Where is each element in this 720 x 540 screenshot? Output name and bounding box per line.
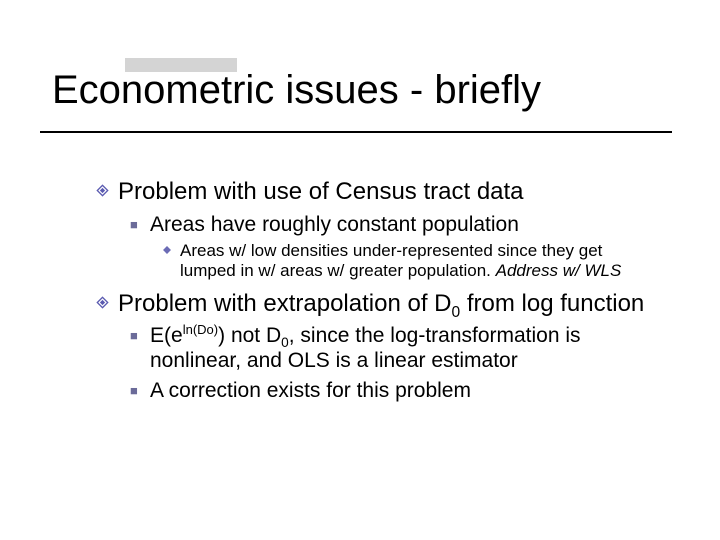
title-area: Econometric issues - briefly [52, 68, 668, 113]
bullet-text: Areas w/ low densities under-represented… [180, 241, 656, 282]
bullet-text: Problem with use of Census tract data [118, 178, 524, 205]
bullet-text: Problem with extrapolation of D0 from lo… [118, 290, 644, 317]
slide-title: Econometric issues - briefly [52, 68, 668, 113]
bullet-text: E(eln(Do)) not D0, since the log-transfo… [150, 323, 656, 373]
bullet-level3: Areas w/ low densities under-represented… [162, 241, 660, 282]
content-area: Problem with use of Census tract data ■A… [96, 178, 660, 407]
diamond-bullet-icon [96, 290, 118, 318]
slide: Econometric issues - briefly Problem wit… [0, 0, 720, 540]
bullet-text: A correction exists for this problem [150, 378, 656, 403]
bullet-level1: Problem with use of Census tract data [96, 178, 660, 206]
bullet-level1: Problem with extrapolation of D0 from lo… [96, 290, 660, 318]
bullet-level2: ■Areas have roughly constant population [130, 212, 660, 237]
title-underline [40, 131, 672, 133]
diamond-bullet-icon [96, 178, 118, 206]
bullet-text: Areas have roughly constant population [150, 212, 656, 237]
square-bullet-icon: ■ [130, 383, 150, 399]
diamond-small-bullet-icon [162, 241, 180, 261]
bullet-level2: ■E(eln(Do)) not D0, since the log-transf… [130, 323, 660, 373]
square-bullet-icon: ■ [130, 217, 150, 233]
bullet-level2: ■A correction exists for this problem [130, 378, 660, 403]
square-bullet-icon: ■ [130, 328, 150, 344]
